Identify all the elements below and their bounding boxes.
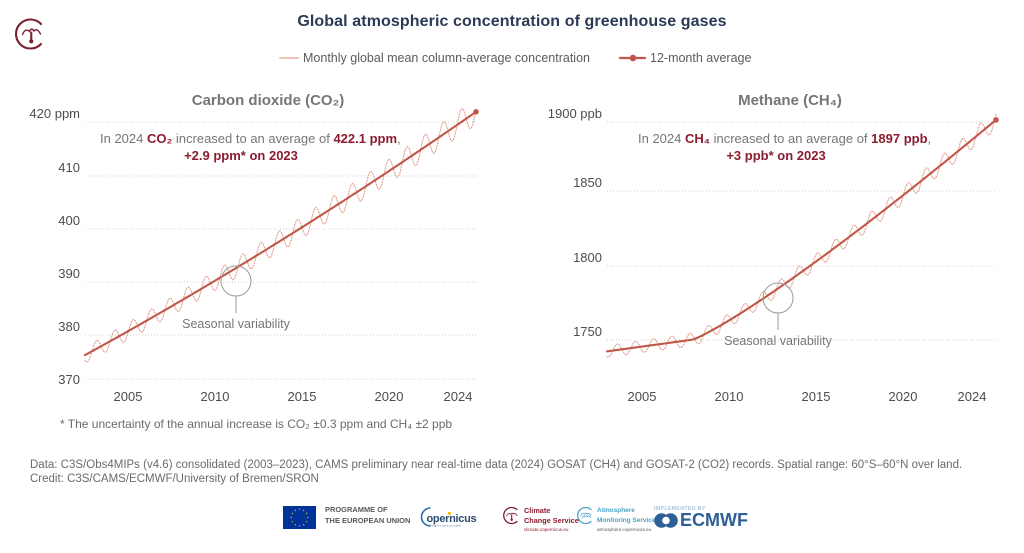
svg-text:In 2024 CH₄ increased to an av: In 2024 CH₄ increased to an average of 1…: [638, 131, 931, 146]
svg-text:Carbon dioxide (CO₂): Carbon dioxide (CO₂): [192, 92, 345, 109]
svg-text:1850: 1850: [573, 175, 602, 190]
svg-text:1800: 1800: [573, 250, 602, 265]
svg-text:2005: 2005: [628, 389, 657, 404]
svg-text:420 ppm: 420 ppm: [29, 106, 80, 121]
svg-text:2024: 2024: [958, 389, 987, 404]
svg-text:+2.9 ppm* on 2023: +2.9 ppm* on 2023: [184, 148, 298, 163]
svg-text:In 2024 CO₂ increased to an av: In 2024 CO₂ increased to an average of 4…: [100, 131, 401, 146]
svg-text:2010: 2010: [201, 389, 230, 404]
svg-text:400: 400: [58, 213, 80, 228]
svg-text:2005: 2005: [114, 389, 143, 404]
svg-text:2015: 2015: [288, 389, 317, 404]
svg-text:1750: 1750: [573, 324, 602, 339]
svg-text:390: 390: [58, 266, 80, 281]
svg-text:1900 ppb: 1900 ppb: [548, 106, 602, 121]
svg-text:2024: 2024: [444, 389, 473, 404]
svg-text:380: 380: [58, 319, 80, 334]
svg-text:2020: 2020: [889, 389, 918, 404]
svg-text:Europe's eyes on Earth: Europe's eyes on Earth: [429, 523, 461, 527]
svg-text:2020: 2020: [375, 389, 404, 404]
svg-text:2015: 2015: [802, 389, 831, 404]
svg-text:+3 ppb* on 2023: +3 ppb* on 2023: [726, 148, 825, 163]
svg-text:Seasonal variability: Seasonal variability: [182, 317, 290, 331]
svg-text:Seasonal variability: Seasonal variability: [724, 334, 832, 348]
svg-text:410: 410: [58, 160, 80, 175]
svg-text:2010: 2010: [715, 389, 744, 404]
svg-text:Methane (CH₄): Methane (CH₄): [738, 92, 842, 109]
svg-text:370: 370: [58, 372, 80, 387]
